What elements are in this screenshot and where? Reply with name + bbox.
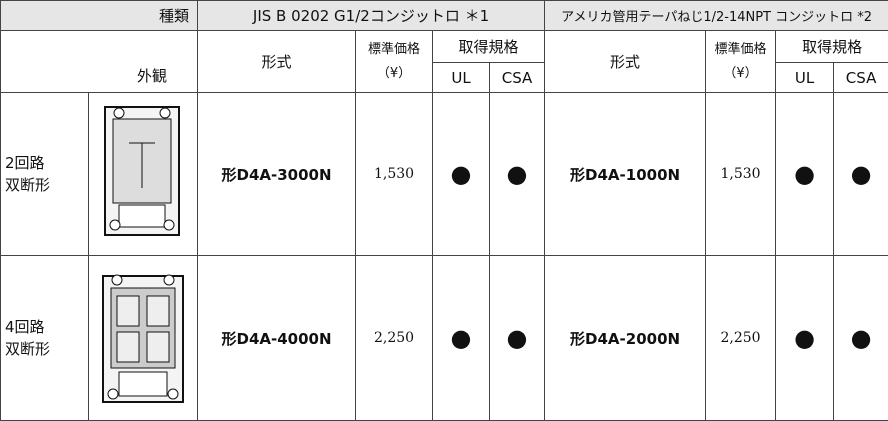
model-header: 形式 — [197, 30, 357, 93]
csa-mark: ● — [489, 255, 546, 421]
price: 1,530 — [705, 92, 777, 256]
price: 1,530 — [355, 92, 434, 256]
csa-header: CSA — [489, 62, 546, 93]
price-unit: （¥） — [723, 65, 758, 81]
product-image — [87, 92, 199, 256]
model: 形D4A-3000N — [197, 92, 357, 256]
model-header: 形式 — [544, 30, 707, 93]
row-name-line: 双断形 — [5, 340, 51, 358]
standards-header: 取得規格 — [775, 30, 888, 63]
model: 形D4A-2000N — [544, 255, 707, 421]
price-unit: （¥） — [376, 65, 412, 81]
type-label: 種類 — [0, 0, 199, 31]
price-header: 標準価格 （¥） — [705, 30, 777, 93]
model: 形D4A-4000N — [197, 255, 357, 421]
price-header: 標準価格 （¥） — [355, 30, 434, 93]
group-title: JIS B 0202 G1/2コンジットロ ＊1 — [197, 0, 546, 31]
ul-header: UL — [432, 62, 491, 93]
csa-mark: ● — [833, 92, 888, 256]
switch-image — [102, 274, 184, 403]
switch-image — [104, 106, 180, 236]
row-name: 4回路双断形 — [0, 255, 89, 421]
ul-mark: ● — [432, 255, 491, 421]
row-name-line: 双断形 — [5, 176, 51, 194]
standards-header: 取得規格 — [432, 30, 546, 63]
ul-mark: ● — [775, 92, 835, 256]
price-label: 標準価格 — [368, 41, 421, 57]
model: 形D4A-1000N — [544, 92, 707, 256]
ul-header: UL — [775, 62, 835, 93]
group-title: アメリカ管用テーパねじ1/2-14NPT コンジットロ *2 — [544, 0, 888, 31]
row-name-line: 2回路 — [5, 154, 45, 172]
price: 2,250 — [355, 255, 434, 421]
csa-header: CSA — [833, 62, 888, 93]
ul-mark: ● — [775, 255, 835, 421]
appearance-label: 外観 — [0, 30, 199, 93]
csa-mark: ● — [833, 255, 888, 421]
ul-mark: ● — [432, 92, 491, 256]
csa-mark: ● — [489, 92, 546, 256]
price-label: 標準価格 — [714, 41, 767, 57]
price: 2,250 — [705, 255, 777, 421]
product-image — [87, 255, 199, 421]
row-name-line: 4回路 — [5, 318, 45, 336]
row-name: 2回路双断形 — [0, 92, 89, 256]
